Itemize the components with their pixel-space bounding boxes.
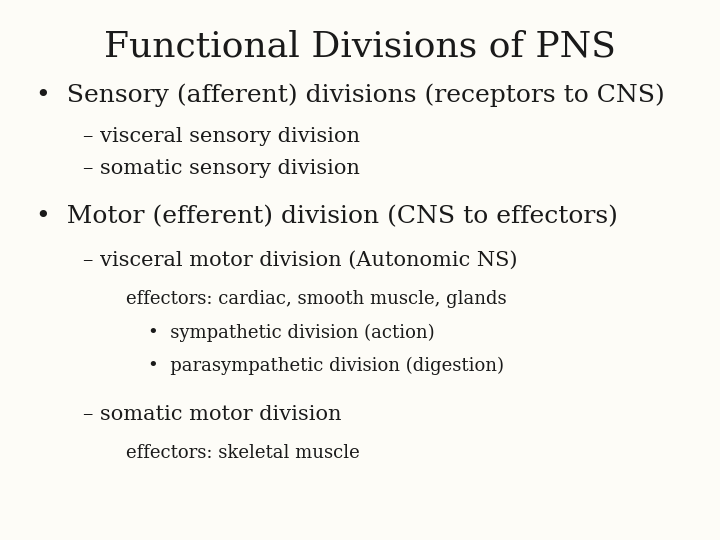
Text: Functional Divisions of PNS: Functional Divisions of PNS [104,30,616,64]
Text: effectors: skeletal muscle: effectors: skeletal muscle [126,444,360,462]
Text: •  Sensory (afferent) divisions (receptors to CNS): • Sensory (afferent) divisions (receptor… [36,84,665,107]
Text: – somatic motor division: – somatic motor division [83,405,341,424]
Text: •  Motor (efferent) division (CNS to effectors): • Motor (efferent) division (CNS to effe… [36,205,618,228]
Text: – visceral motor division (Autonomic NS): – visceral motor division (Autonomic NS) [83,251,517,270]
Text: effectors: cardiac, smooth muscle, glands: effectors: cardiac, smooth muscle, gland… [126,290,507,308]
Text: •  parasympathetic division (digestion): • parasympathetic division (digestion) [148,356,503,375]
Text: – somatic sensory division: – somatic sensory division [83,159,360,178]
Text: – visceral sensory division: – visceral sensory division [83,127,360,146]
Text: •  sympathetic division (action): • sympathetic division (action) [148,324,434,342]
